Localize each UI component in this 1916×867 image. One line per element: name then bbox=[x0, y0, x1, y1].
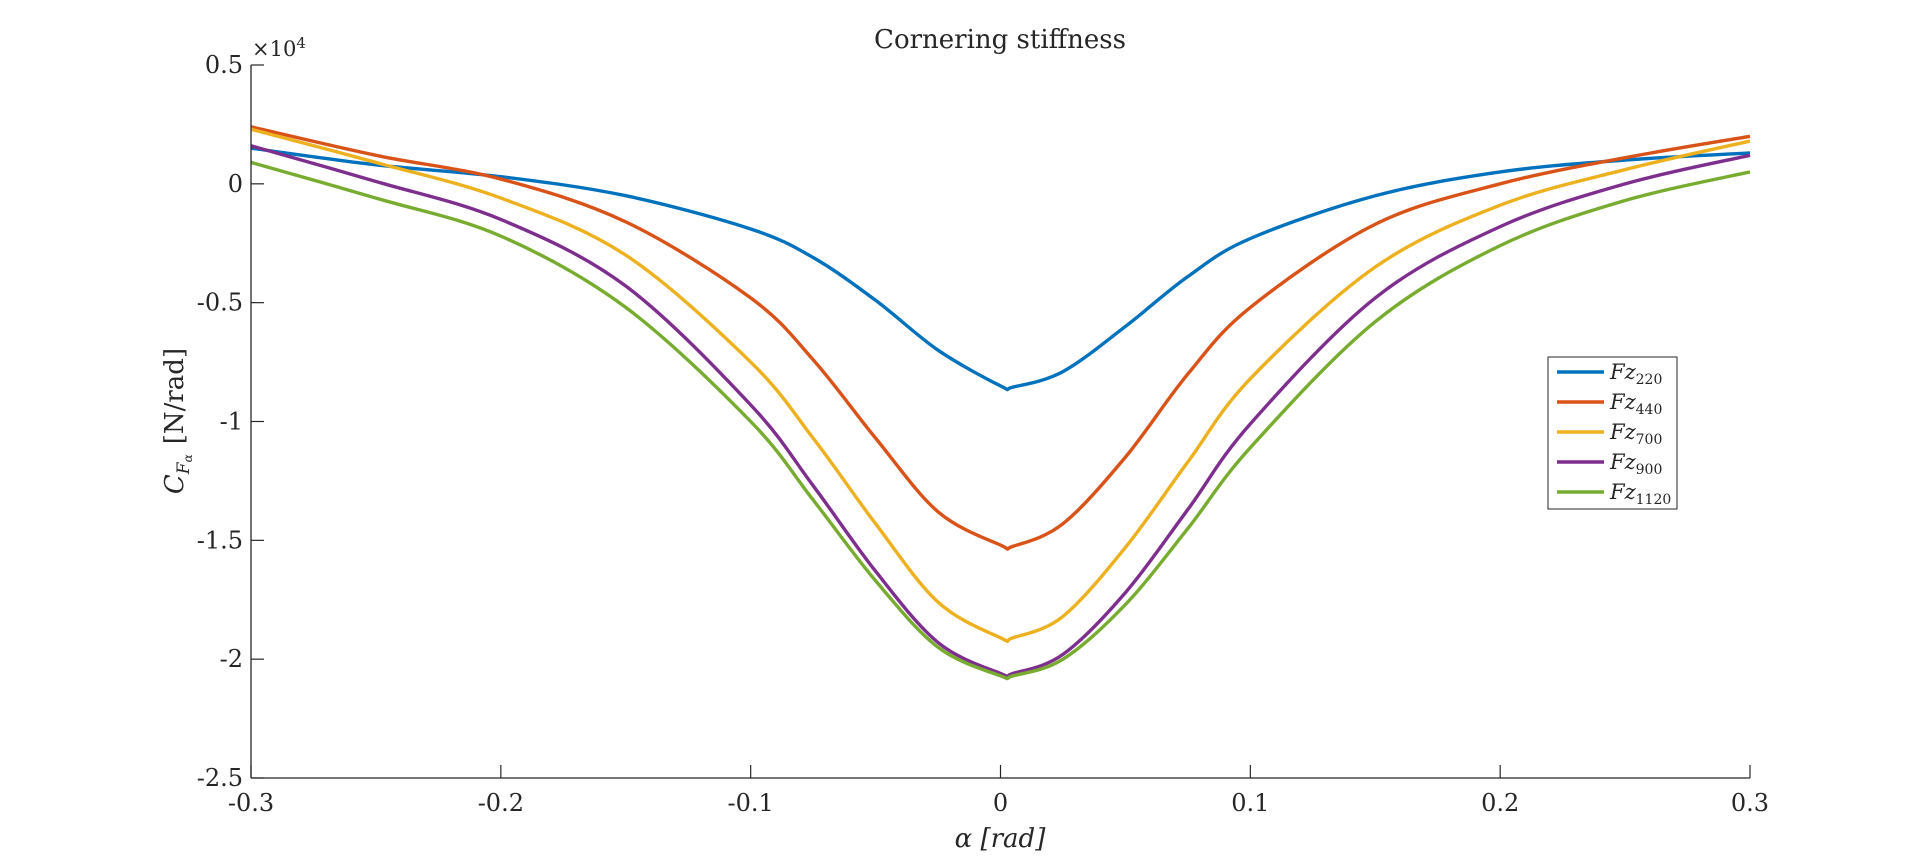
y-tick-label: -1.5 bbox=[197, 526, 243, 554]
y-tick-label: -2 bbox=[220, 645, 243, 673]
y-axis-label: CFα [N/rad] bbox=[160, 348, 195, 494]
legend-label-sub: 700 bbox=[1636, 432, 1663, 448]
legend-label-base: Fz bbox=[1609, 360, 1637, 384]
legend-label-base: Fz bbox=[1609, 450, 1637, 474]
y-axis-label-main: C bbox=[160, 474, 190, 494]
y-tick-label: 0 bbox=[228, 170, 243, 198]
y-tick-label: -2.5 bbox=[197, 764, 243, 792]
x-tick-label: 0 bbox=[993, 789, 1008, 817]
legend-label-sub: 900 bbox=[1636, 462, 1663, 478]
y-exponent-prefix: ×10 bbox=[252, 37, 296, 61]
svg-text:×104: ×104 bbox=[252, 34, 306, 61]
legend-label: Fz700 bbox=[1609, 420, 1662, 448]
plot-lines bbox=[250, 125, 1751, 681]
svg-text:CFα[N/rad]: CFα [N/rad] bbox=[160, 348, 195, 494]
legend-label-base: Fz bbox=[1609, 390, 1637, 414]
series-line-fz440 bbox=[250, 125, 1751, 551]
legend-label: Fz1120 bbox=[1609, 480, 1671, 508]
chart-title: Cornering stiffness bbox=[874, 25, 1126, 55]
series-line-fz220 bbox=[250, 146, 1751, 392]
y-exponent-power: 4 bbox=[296, 34, 306, 52]
y-axis-label-sub: F bbox=[174, 461, 194, 475]
y-axis-label-subsub: α bbox=[181, 454, 195, 462]
y-tick-label: -1 bbox=[220, 408, 243, 436]
y-exponent-label: ×104 bbox=[252, 34, 306, 61]
legend-label-base: Fz bbox=[1609, 480, 1637, 504]
y-tick-label: 0.5 bbox=[205, 51, 243, 79]
legend-label-sub: 440 bbox=[1636, 402, 1663, 418]
x-tick-label: 0.3 bbox=[1731, 789, 1769, 817]
x-ticks: -0.3 -0.2 -0.1 0 0.1 0.2 0.3 bbox=[228, 765, 1769, 817]
series-line-fz1120 bbox=[250, 160, 1751, 681]
x-tick-label: 0.1 bbox=[1231, 789, 1269, 817]
y-axis-label-unit: [N/rad] bbox=[160, 348, 190, 444]
legend-label-sub: 220 bbox=[1636, 372, 1663, 388]
x-tick-label: -0.2 bbox=[478, 789, 524, 817]
y-ticks: 0.5 0 -0.5 -1 -1.5 -2 -2.5 bbox=[197, 51, 264, 792]
x-axis-label: α [rad] bbox=[955, 824, 1047, 854]
legend-label: Fz440 bbox=[1609, 390, 1662, 418]
legend-label: Fz220 bbox=[1609, 360, 1662, 388]
y-tick-label: -0.5 bbox=[197, 289, 243, 317]
legend-label-sub: 1120 bbox=[1636, 492, 1672, 508]
x-tick-label: -0.1 bbox=[728, 789, 774, 817]
series-line-fz700 bbox=[250, 127, 1751, 644]
x-tick-label: -0.3 bbox=[228, 789, 274, 817]
legend-label: Fz900 bbox=[1609, 450, 1662, 478]
legend-label-base: Fz bbox=[1609, 420, 1637, 444]
x-tick-label: 0.2 bbox=[1481, 789, 1519, 817]
